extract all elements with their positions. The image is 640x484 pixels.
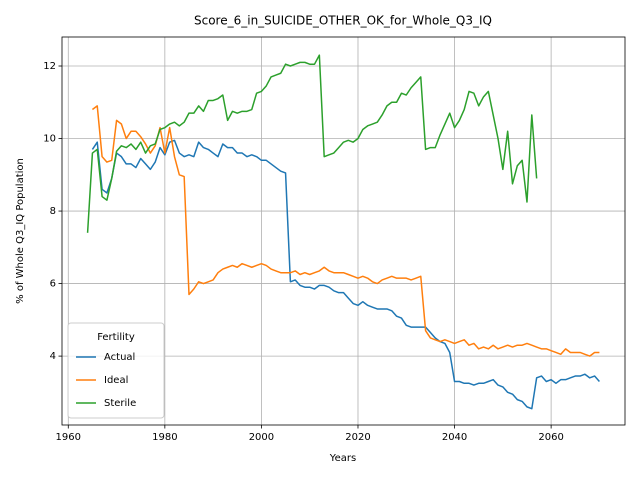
y-tick-label: 10 [43, 134, 56, 145]
x-tick-label: 1960 [56, 432, 81, 443]
y-tick-label: 8 [50, 206, 56, 217]
y-tick-label: 4 [50, 351, 56, 362]
x-tick-label: 2000 [249, 432, 274, 443]
x-tick-label: 2020 [345, 432, 370, 443]
legend: Fertility Actual Ideal Sterile [67, 322, 165, 419]
x-axis-label: Years [329, 453, 356, 464]
plot-frame [61, 36, 626, 426]
legend-frame [67, 322, 165, 419]
legend-title: Fertility [97, 332, 135, 343]
series-line [91, 139, 600, 410]
y-axis-label: % of Whole Q3_IQ Population [15, 158, 26, 304]
legend-label: Actual [104, 352, 135, 363]
x-tick-label: 2060 [538, 432, 563, 443]
x-tick-label: 2040 [442, 432, 467, 443]
x-tick-label: 1980 [152, 432, 177, 443]
series-line [86, 54, 538, 233]
series-line [91, 105, 600, 357]
legend-label: Ideal [104, 375, 128, 386]
y-tick-label: 12 [43, 61, 56, 72]
legend-label: Sterile [104, 398, 136, 409]
chart-title: Score_6_in_SUICIDE_OTHER_OK_for_Whole_Q3… [194, 14, 492, 28]
y-tick-label: 6 [50, 279, 56, 290]
